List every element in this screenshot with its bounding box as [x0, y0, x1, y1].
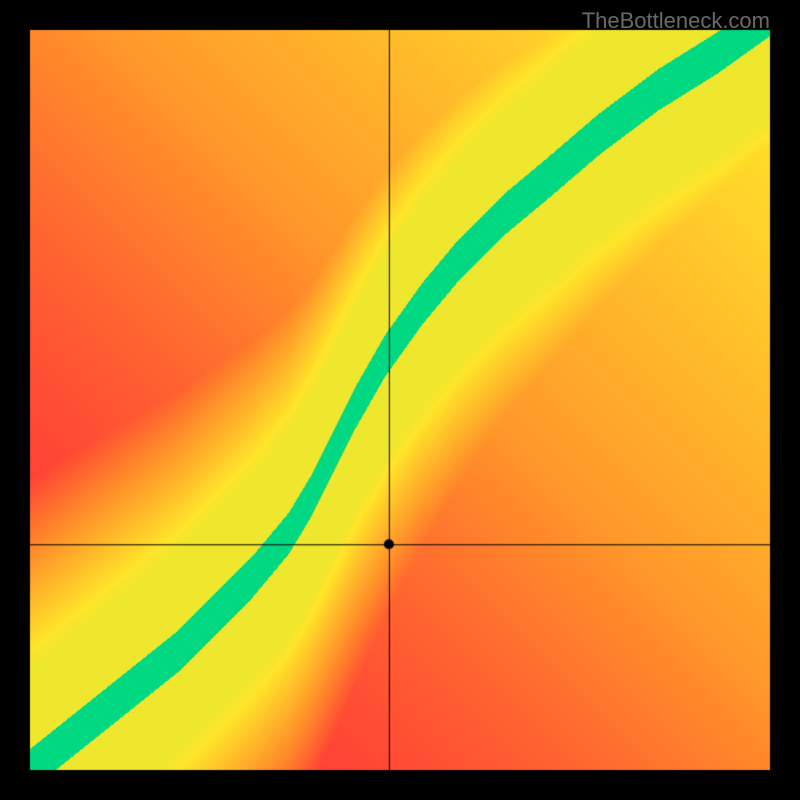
chart-container: TheBottleneck.com: [0, 0, 800, 800]
heatmap-canvas: [0, 0, 800, 800]
watermark-text: TheBottleneck.com: [582, 8, 770, 34]
